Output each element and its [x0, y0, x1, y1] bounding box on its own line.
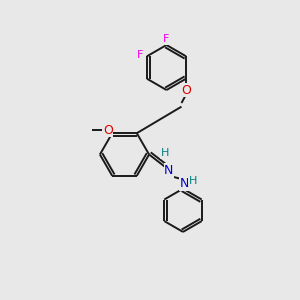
Text: O: O [181, 84, 191, 97]
Text: H: H [161, 148, 169, 158]
Text: F: F [163, 34, 170, 44]
Text: N: N [164, 164, 174, 177]
Text: F: F [137, 50, 144, 60]
Text: O: O [103, 124, 112, 137]
Text: H: H [189, 176, 197, 186]
Text: N: N [180, 177, 189, 190]
